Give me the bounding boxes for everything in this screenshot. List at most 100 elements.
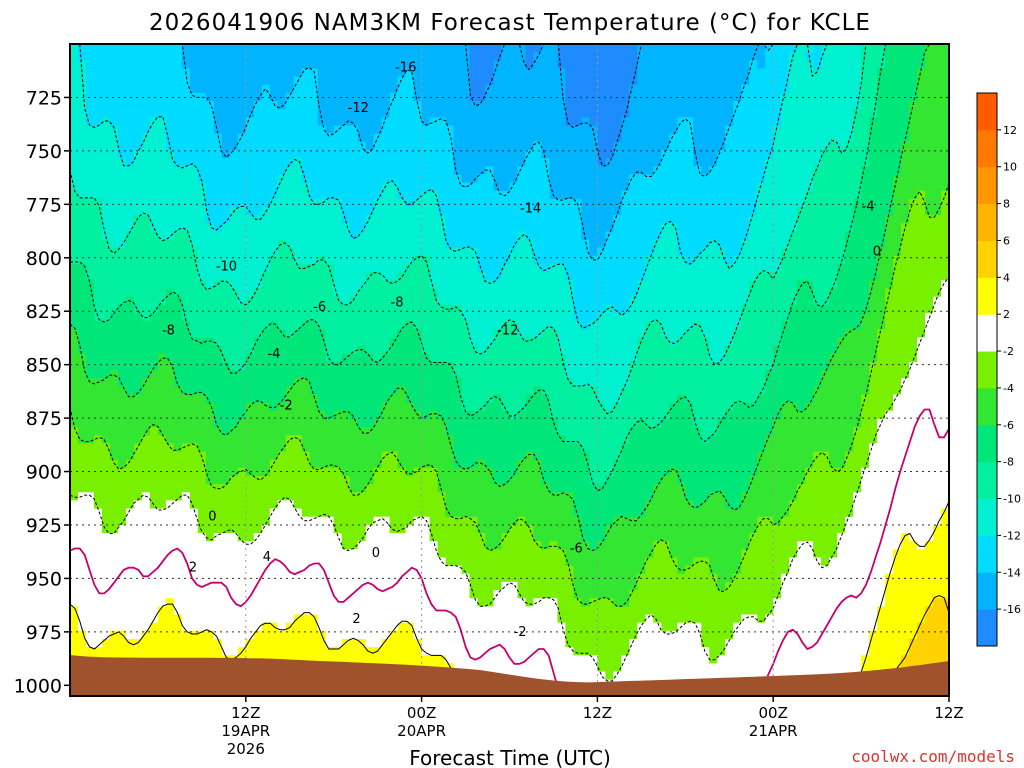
field-cell — [77, 508, 87, 518]
field-cell — [549, 541, 559, 550]
field-cell — [245, 133, 255, 143]
field-cell — [93, 190, 103, 200]
field-cell — [517, 198, 527, 208]
field-cell — [557, 52, 567, 61]
field-cell — [205, 68, 215, 78]
field-cell — [341, 312, 351, 322]
field-cell — [229, 638, 239, 648]
field-cell — [117, 598, 127, 607]
field-cell — [269, 467, 279, 477]
field-cell — [317, 557, 327, 567]
field-cell — [413, 337, 423, 347]
field-cell — [70, 149, 79, 159]
field-cell — [445, 174, 455, 184]
field-cell — [349, 524, 359, 534]
field-cell — [453, 296, 463, 306]
field-cell — [285, 606, 295, 616]
field-cell — [501, 353, 511, 363]
field-cell — [101, 272, 111, 281]
field-cell — [565, 280, 575, 290]
field-cell — [437, 647, 447, 656]
field-cell — [429, 141, 439, 151]
field-cell — [301, 590, 311, 599]
field-cell — [341, 52, 351, 61]
field-cell — [413, 565, 423, 575]
field-cell — [333, 361, 343, 371]
field-cell — [437, 60, 447, 70]
field-cell — [357, 239, 367, 249]
field-cell — [333, 451, 343, 461]
field-cell — [317, 427, 327, 436]
field-cell — [437, 638, 447, 648]
field-cell — [493, 141, 503, 151]
field-cell — [149, 141, 159, 151]
field-cell — [101, 606, 111, 616]
field-cell — [461, 158, 471, 167]
field-cell — [141, 133, 151, 143]
field-cell — [205, 565, 215, 575]
field-cell — [253, 101, 263, 110]
field-cell — [405, 141, 415, 151]
field-cell — [493, 255, 503, 265]
field-cell — [525, 329, 535, 338]
field-cell — [77, 516, 87, 526]
field-cell — [437, 207, 447, 216]
field-cell — [373, 541, 383, 550]
field-cell — [533, 76, 543, 86]
field-cell — [277, 304, 287, 314]
field-cell — [181, 443, 191, 453]
field-cell — [245, 304, 255, 314]
field-cell — [93, 533, 103, 542]
field-cell — [485, 370, 495, 379]
field-cell — [517, 443, 527, 453]
field-cell — [157, 133, 167, 143]
field-cell — [237, 533, 247, 542]
field-cell — [397, 296, 407, 306]
field-cell — [277, 198, 287, 208]
field-cell — [397, 614, 407, 624]
field-cell — [557, 190, 567, 200]
field-cell — [541, 198, 551, 208]
field-cell — [133, 125, 143, 135]
field-cell — [149, 255, 159, 265]
field-cell — [237, 231, 247, 241]
field-cell — [141, 614, 151, 624]
field-cell — [397, 647, 407, 656]
field-cell — [301, 630, 311, 640]
field-cell — [357, 549, 367, 559]
field-cell — [445, 304, 455, 314]
field-cell — [133, 614, 143, 624]
field-cell — [413, 459, 423, 469]
field-cell — [277, 638, 287, 648]
field-cell — [325, 321, 335, 330]
field-cell — [341, 272, 351, 281]
field-cell — [525, 68, 535, 78]
field-cell — [373, 231, 383, 241]
field-cell — [85, 516, 95, 526]
field-cell — [197, 239, 207, 249]
field-cell — [549, 394, 559, 404]
field-cell — [157, 500, 167, 510]
field-cell — [261, 492, 271, 501]
field-cell — [373, 101, 383, 110]
field-cell — [101, 174, 111, 184]
field-cell — [245, 60, 255, 70]
field-cell — [341, 280, 351, 290]
field-cell — [533, 451, 543, 461]
field-cell — [429, 345, 439, 355]
field-cell — [277, 84, 287, 94]
field-cell — [421, 508, 431, 518]
field-cell — [525, 630, 535, 640]
field-cell — [349, 410, 359, 420]
field-cell — [397, 443, 407, 453]
field-cell — [117, 492, 127, 501]
field-cell — [373, 614, 383, 624]
field-cell — [173, 630, 183, 640]
field-cell — [317, 475, 327, 485]
field-cell — [149, 264, 159, 273]
field-cell — [453, 125, 463, 135]
field-cell — [557, 655, 567, 664]
field-cell — [469, 125, 479, 135]
field-cell — [429, 386, 439, 396]
field-cell — [413, 427, 423, 436]
